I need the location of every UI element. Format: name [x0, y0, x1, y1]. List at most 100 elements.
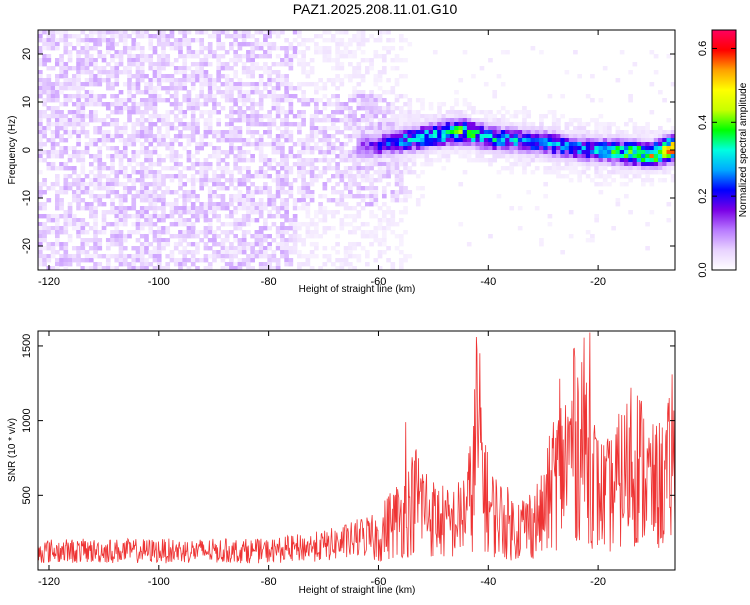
- heatmap-cell: [212, 234, 217, 239]
- heatmap-cell: [364, 94, 370, 99]
- heatmap-cell: [483, 126, 489, 131]
- heatmap-cell: [212, 154, 217, 159]
- heatmap-cell: [114, 74, 120, 79]
- heatmap-cell: [611, 162, 616, 167]
- heatmap-cell: [148, 206, 154, 211]
- heatmap-cell: [628, 142, 633, 147]
- heatmap-cell: [454, 110, 459, 115]
- heatmap-cell: [50, 90, 56, 95]
- heatmap-cell: [301, 42, 306, 47]
- heatmap-cell: [381, 114, 387, 119]
- heatmap-cell: [377, 78, 383, 83]
- heatmap-cell: [101, 30, 107, 35]
- heatmap-cell: [46, 82, 52, 87]
- heatmap-cell: [50, 82, 56, 87]
- heatmap-cell: [496, 134, 502, 139]
- heatmap-cell: [156, 262, 162, 267]
- heatmap-cell: [314, 90, 319, 95]
- heatmap-cell: [156, 242, 162, 247]
- heatmap-cell: [526, 162, 532, 167]
- heatmap-cell: [590, 138, 595, 143]
- heatmap-cell: [424, 154, 430, 159]
- heatmap-cell: [237, 238, 243, 243]
- heatmap-cell: [186, 142, 192, 147]
- heatmap-cell: [390, 134, 396, 139]
- heatmap-cell: [309, 146, 315, 151]
- heatmap-cell: [178, 38, 183, 43]
- heatmap-cell: [105, 174, 111, 179]
- heatmap-cell: [301, 50, 306, 55]
- heatmap-cell: [207, 74, 213, 79]
- heatmap-cell: [88, 142, 94, 147]
- heatmap-cell: [46, 66, 52, 71]
- heatmap-cell: [38, 134, 43, 139]
- heatmap-cell: [284, 250, 289, 255]
- heatmap-cell: [573, 126, 578, 131]
- heatmap-cell: [666, 146, 672, 151]
- heatmap-cell: [488, 114, 493, 119]
- heatmap-cell: [636, 142, 642, 147]
- heatmap-cell: [186, 134, 192, 139]
- heatmap-cell: [135, 30, 141, 35]
- heatmap-cell: [343, 46, 349, 51]
- heatmap-cell: [42, 150, 47, 155]
- heatmap-cell: [297, 30, 302, 35]
- heatmap-cell: [173, 190, 179, 195]
- heatmap-cell: [488, 142, 493, 147]
- heatmap-cell: [139, 50, 145, 55]
- heatmap-cell: [105, 130, 111, 135]
- heatmap-cell: [67, 78, 73, 83]
- heatmap-cell: [152, 146, 158, 151]
- heatmap-cell: [348, 230, 353, 235]
- heatmap-cell: [93, 250, 98, 255]
- heatmap-cell: [97, 98, 103, 103]
- heatmap-cell: [59, 30, 64, 35]
- heatmap-cell: [246, 158, 251, 163]
- heatmap-cell: [220, 30, 226, 35]
- heatmap-cell: [97, 174, 103, 179]
- heatmap-cell: [335, 154, 340, 159]
- heatmap-cell: [547, 138, 553, 143]
- heatmap-cell: [496, 142, 502, 147]
- heatmap-cell: [76, 222, 81, 227]
- heatmap-cell: [216, 130, 222, 135]
- heatmap-cell: [556, 146, 561, 151]
- heatmap-cell: [377, 34, 383, 39]
- heatmap-cell: [38, 82, 43, 87]
- heatmap-cell: [207, 94, 213, 99]
- heatmap-cell: [360, 94, 366, 99]
- heatmap-cell: [38, 34, 43, 39]
- heatmap-cell: [551, 118, 557, 123]
- heatmap-cell: [343, 42, 349, 47]
- heatmap-cell: [114, 154, 120, 159]
- heatmap-cell: [195, 30, 200, 35]
- heatmap-cell: [186, 258, 192, 263]
- heatmap-cell: [398, 182, 404, 187]
- heatmap-cell: [216, 86, 222, 91]
- heatmap-cell: [186, 42, 192, 47]
- heatmap-cell: [207, 122, 213, 127]
- heatmap-cell: [284, 114, 289, 119]
- heatmap-cell: [280, 146, 285, 151]
- heatmap-cell: [352, 74, 357, 79]
- heatmap-cell: [522, 134, 527, 139]
- heatmap-cell: [309, 134, 315, 139]
- heatmap-cell: [161, 142, 166, 147]
- heatmap-cell: [437, 114, 442, 119]
- heatmap-cell: [526, 154, 532, 159]
- heatmap-cell: [619, 150, 625, 155]
- heatmap-cell: [148, 94, 154, 99]
- heatmap-cell: [585, 166, 591, 171]
- heatmap-cell: [377, 266, 383, 270]
- heatmap-cell: [105, 178, 111, 183]
- heatmap-cell: [386, 126, 391, 131]
- heatmap-cell: [390, 214, 396, 219]
- heatmap-cell: [356, 154, 362, 159]
- heatmap-cell: [76, 198, 81, 203]
- heatmap-cell: [263, 262, 268, 267]
- heatmap-cell: [509, 170, 515, 175]
- heatmap-cell: [267, 262, 272, 267]
- heatmap-cell: [522, 158, 527, 163]
- heatmap-cell: [246, 258, 251, 263]
- heatmap-cell: [229, 130, 234, 135]
